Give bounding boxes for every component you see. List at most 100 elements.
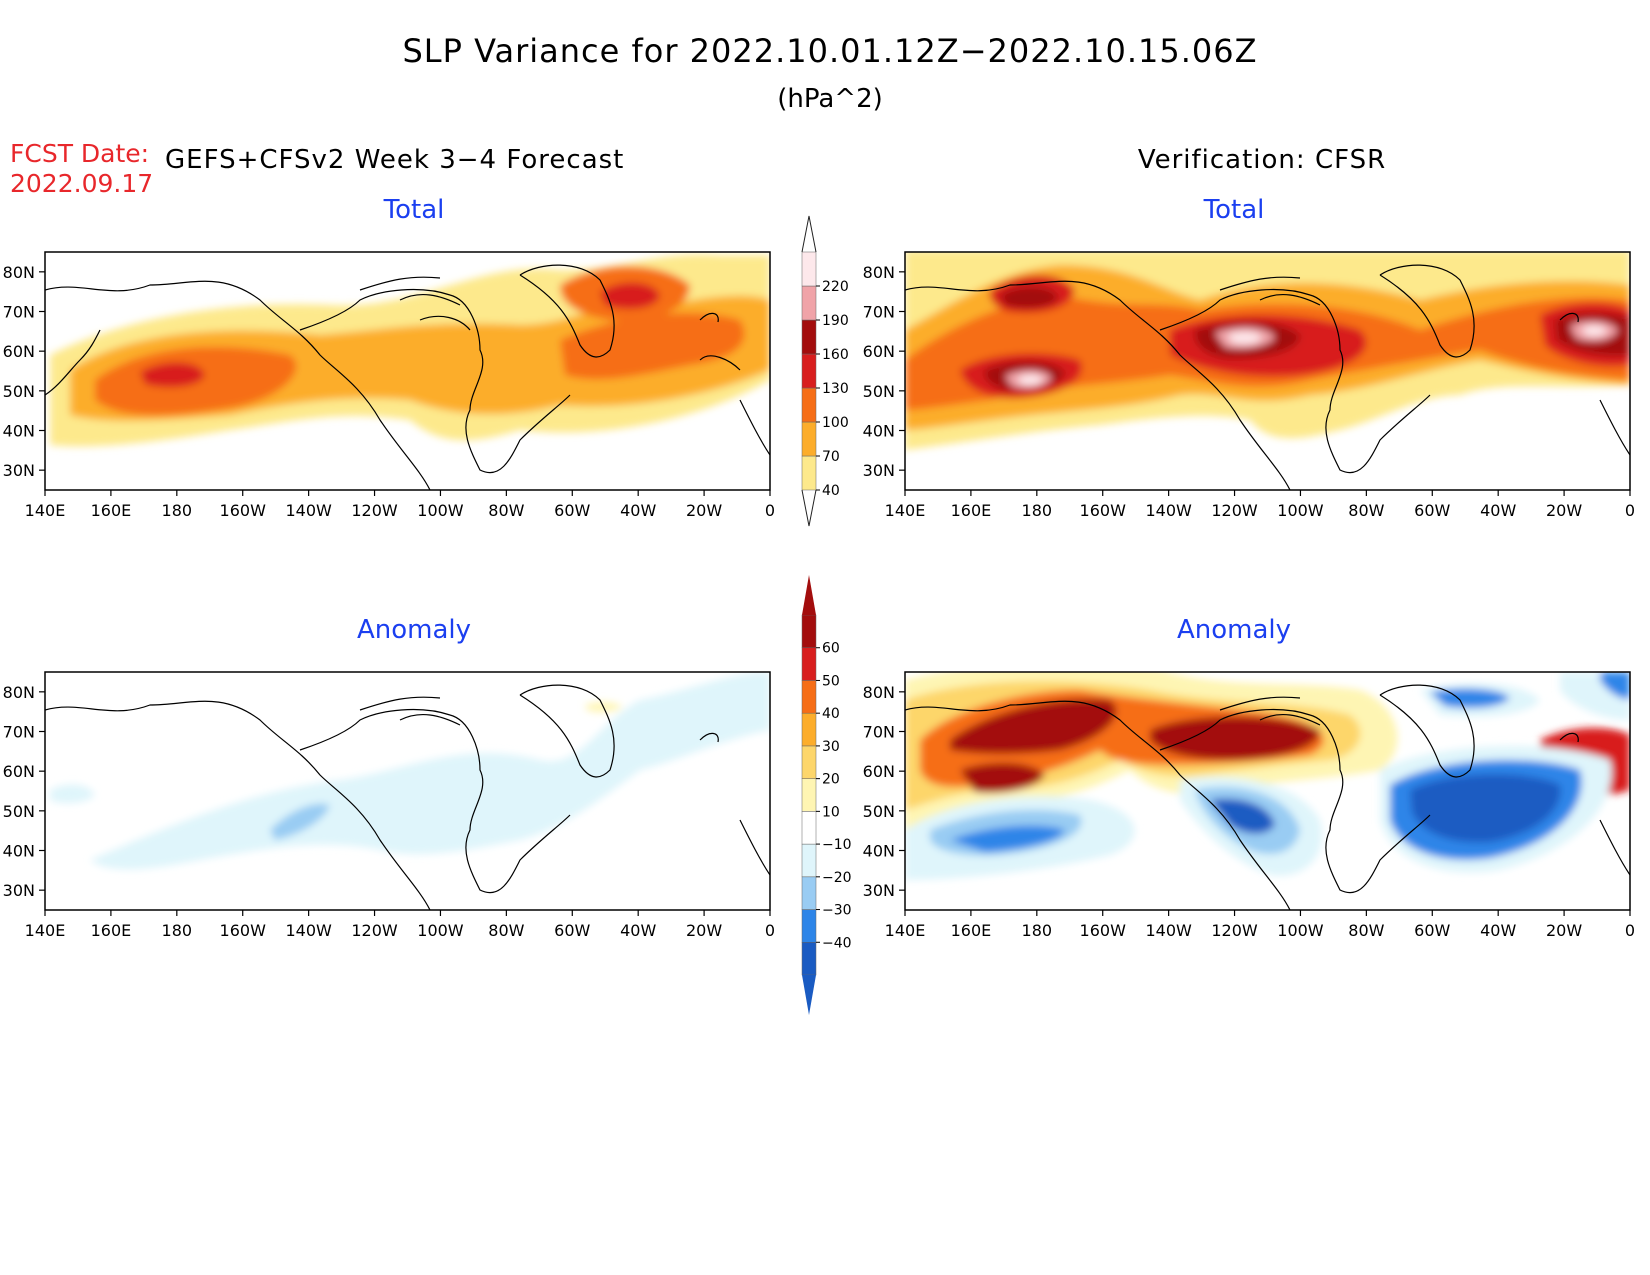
field-220c: [1582, 325, 1607, 336]
colorbar-anomaly-label: −20: [822, 870, 852, 886]
lat-tick-label: 40N: [3, 422, 35, 441]
lat-tick-label: 50N: [3, 382, 35, 401]
colorbar-anomaly-label: 40: [822, 706, 840, 722]
lon-tick-label: 140W: [1145, 921, 1192, 940]
lat-ticks: 80N 70N 60N 50N 40N 30N: [863, 683, 905, 900]
lon-tick-label: 160W: [220, 921, 267, 940]
field-neg30b: [950, 825, 1065, 852]
lon-tick-label: 160E: [91, 921, 132, 940]
lat-tick-label: 80N: [863, 263, 895, 282]
lon-tick-label: 0: [765, 921, 775, 940]
forecast-header: GEFS+CFSv2 Week 3−4 Forecast: [165, 145, 624, 175]
lon-tick-label: 160W: [1080, 921, 1127, 940]
lon-tick-label: 180: [1022, 921, 1053, 940]
lon-tick-label: 180: [1022, 501, 1053, 520]
colorbar-anomaly-swatch: [801, 843, 817, 878]
lon-tick-label: 80W: [488, 501, 524, 520]
colorbar-total-swatch: [801, 455, 817, 491]
panel-subtitle-forecast-total: Total: [383, 195, 445, 225]
verification-header: Verification: CFSR: [1138, 145, 1386, 175]
lat-tick-label: 80N: [3, 683, 35, 702]
fcst-date-label: FCST Date:: [10, 139, 149, 168]
lat-tick-label: 30N: [3, 881, 35, 900]
colorbar-anomaly-swatch: [801, 745, 817, 779]
colorbar-total-label: 100: [822, 415, 849, 431]
field-neg30c: [1430, 688, 1510, 708]
lon-tick-label: 80W: [1348, 501, 1384, 520]
lon-tick-label: 120W: [1211, 501, 1258, 520]
lat-tick-label: 60N: [863, 342, 895, 361]
panel-subtitle-verification-anomaly: Anomaly: [1177, 615, 1291, 645]
field-100b: [560, 312, 745, 380]
colorbar-anomaly-swatch: [801, 778, 817, 812]
coastlines: [45, 264, 770, 490]
lat-tick-label: 70N: [3, 723, 35, 742]
lat-tick-label: 60N: [3, 342, 35, 361]
map-panel-forecast-anomaly: 80N 70N 60N 50N 40N 30N 140E 160E 180 160W 140W 12…: [3, 671, 775, 940]
lon-tick-label: 180: [162, 501, 193, 520]
lon-tick-label: 80W: [1348, 921, 1384, 940]
coastlines: [45, 684, 770, 910]
map-panel-verification-anomaly: 80N 70N 60N 50N 40N 30N 140E 160E 180 160W 140W 12…: [863, 671, 1635, 940]
lat-tick-label: 60N: [863, 762, 895, 781]
lat-tick-label: 60N: [3, 762, 35, 781]
lat-tick-label: 30N: [863, 881, 895, 900]
lon-tick-label: 140E: [885, 921, 926, 940]
lat-tick-label: 70N: [3, 303, 35, 322]
lon-tick-label: 0: [1625, 921, 1635, 940]
lon-tick-label: 20W: [686, 501, 722, 520]
lon-ticks: 140E 160E 180 160W 140W 120W 100W 80W 60W 40W 20W 0: [885, 490, 1635, 520]
colorbar-anomaly-swatch: [801, 647, 817, 681]
field-neg20: [270, 803, 330, 840]
colorbar-total: 40 70 100 130 160 190 220: [801, 215, 849, 527]
lon-tick-label: 40W: [1480, 921, 1516, 940]
colorbar-total-label: 220: [822, 279, 849, 295]
lon-tick-label: 140W: [285, 501, 332, 520]
panel-subtitle-verification-total: Total: [1203, 195, 1265, 225]
colorbar-anomaly-label: −40: [822, 935, 852, 951]
lon-tick-label: 40W: [1480, 501, 1516, 520]
lon-tick-label: 160E: [951, 921, 992, 940]
colorbar-anomaly-top-arrow: [802, 575, 816, 615]
lon-tick-label: 160E: [951, 501, 992, 520]
field-220: [1018, 374, 1043, 385]
lon-tick-label: 40W: [620, 501, 656, 520]
colorbar-total-swatch: [801, 251, 817, 287]
lon-tick-label: 20W: [1546, 501, 1582, 520]
lon-ticks: 140E 160E 180 160W 140W 120W 100W 80W 60W 40W 20W 0: [885, 910, 1635, 940]
field-220b: [1228, 331, 1262, 344]
lat-tick-label: 30N: [3, 461, 35, 480]
lon-tick-label: 40W: [620, 921, 656, 940]
colorbar-anomaly-swatch: [801, 614, 817, 648]
page-title: SLP Variance for 2022.10.01.12Z−2022.10.…: [402, 32, 1257, 70]
colorbar-total-swatch: [801, 353, 817, 389]
colorbar-anomaly-bottom-arrow: [802, 975, 816, 1015]
lat-ticks: 80N 70N 60N 50N 40N 30N: [863, 263, 905, 480]
lat-tick-label: 50N: [863, 382, 895, 401]
lon-tick-label: 60W: [1414, 921, 1450, 940]
lon-tick-label: 140W: [1145, 501, 1192, 520]
lon-tick-label: 0: [765, 501, 775, 520]
lon-ticks: 140E 160E 180 160W 140W 120W 100W 80W 60W 40W 20W 0: [25, 490, 775, 520]
colorbar-total-swatch: [801, 421, 817, 457]
lon-tick-label: 100W: [1277, 921, 1324, 940]
coastlines: [905, 684, 1630, 910]
lon-tick-label: 20W: [1546, 921, 1582, 940]
lon-tick-label: 80W: [488, 921, 524, 940]
lat-tick-label: 40N: [3, 842, 35, 861]
lon-tick-label: 100W: [417, 921, 464, 940]
lon-tick-label: 160E: [91, 501, 132, 520]
field-130b: [600, 282, 660, 309]
colorbar-total-label: 70: [822, 449, 840, 465]
lon-tick-label: 20W: [686, 921, 722, 940]
colorbar-total-swatch: [801, 387, 817, 423]
fcst-date-value: 2022.09.17: [10, 169, 153, 198]
colorbar-anomaly-swatch: [801, 680, 817, 714]
colorbar-anomaly-label: 10: [822, 804, 840, 820]
lat-ticks: 80N 70N 60N 50N 40N 30N: [3, 263, 45, 480]
colorbar-total-label: 130: [822, 381, 849, 397]
colorbar-total-swatch: [801, 319, 817, 355]
field-160c: [1000, 286, 1058, 309]
lat-tick-label: 80N: [863, 683, 895, 702]
colorbar-anomaly-label: 50: [822, 673, 840, 689]
